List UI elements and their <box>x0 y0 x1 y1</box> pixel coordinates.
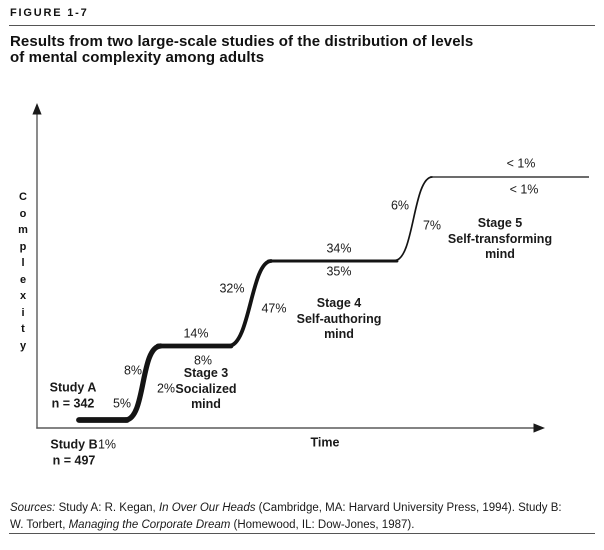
pct-study-a-stage-3: 14% <box>183 326 209 341</box>
pct-study-b-rise-3: 2% <box>156 381 176 396</box>
pct-study-a-rise-3: 8% <box>123 363 143 378</box>
figure-title-line2: of mental complexity among adults <box>10 48 265 66</box>
study-a-label: Study A n = 342 <box>49 380 97 411</box>
pct-study-b-stage-3: 8% <box>193 353 213 368</box>
pct-study-b-stage-4: 35% <box>326 264 352 279</box>
curve-rise-to-stage3 <box>122 343 164 423</box>
sources-italic-run: Managing the Corporate Dream <box>68 519 231 531</box>
y-axis-label: C o m p l e x i t y <box>18 191 28 352</box>
header-divider <box>9 25 595 26</box>
pct-study-b-stage-5: < 1% <box>509 182 539 197</box>
x-axis-arrow-icon <box>533 423 545 433</box>
figure-title-line1: Results from two large-scale studies of … <box>10 33 474 50</box>
sources-text-run: (Cambridge, MA: Harvard University Press… <box>255 501 562 514</box>
y-axis-arrow-icon <box>32 103 42 115</box>
curve-rise-to-stage4 <box>227 259 273 348</box>
stage-4-label: Stage 4 Self-authoring mind <box>296 295 382 341</box>
sources-text-run: W. Torbert, <box>10 519 69 531</box>
pct-study-a-rise-4: 32% <box>219 281 245 296</box>
footer-divider <box>9 533 595 534</box>
pct-study-a-start: 5% <box>112 396 132 411</box>
sources-italic-run: Sources: <box>10 501 56 514</box>
growth-curve <box>76 176 589 423</box>
pct-study-b-rise-4: 47% <box>261 301 287 316</box>
sources-italic-run: In Over Our Heads <box>158 501 256 514</box>
curve-rise-to-stage5 <box>394 176 433 262</box>
pct-study-b-start: 1% <box>97 437 117 452</box>
time-axis-label: Time <box>310 435 340 450</box>
pct-study-b-rise-5: 7% <box>422 218 442 233</box>
pct-study-a-rise-5: 6% <box>390 198 410 213</box>
sources-note: Sources: Study A: R. Kegan, In Over Our … <box>10 500 598 535</box>
pct-study-a-stage-4: 34% <box>326 241 352 256</box>
figure-title: Results from two large-scale studies of … <box>10 34 473 65</box>
sources-text-run: Study A: R. Kegan, <box>55 501 159 514</box>
sources-text-run: (Homewood, IL: Dow-Jones, 1987). <box>230 519 415 531</box>
stage-5-label: Stage 5 Self-transforming mind <box>447 215 553 261</box>
study-b-label: Study B n = 497 <box>50 437 98 468</box>
pct-study-a-stage-5: < 1% <box>506 156 536 171</box>
figure-number: FIGURE 1-7 <box>10 7 89 19</box>
stage-3-label: Stage 3 Socialized mind <box>175 365 237 411</box>
